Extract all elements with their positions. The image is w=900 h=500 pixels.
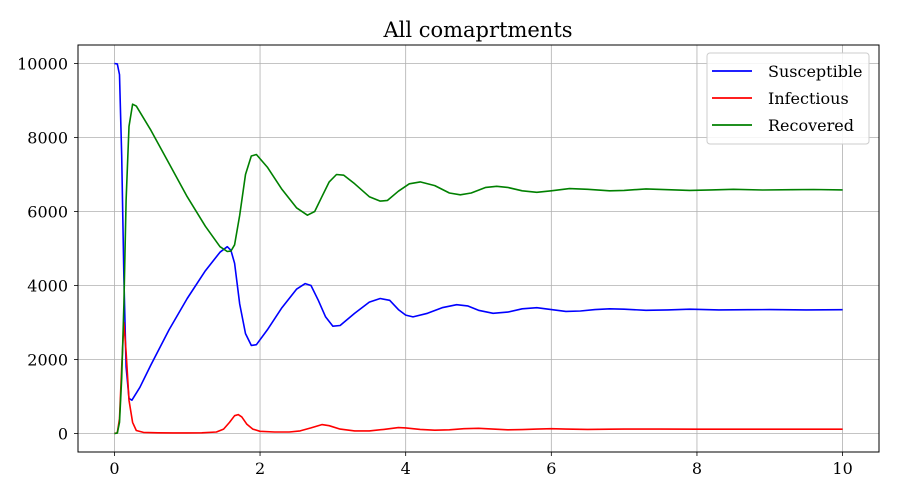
x-tick-label: 10 <box>832 459 852 478</box>
chart-title: All comaprtments <box>382 18 572 42</box>
y-tick-label: 4000 <box>27 277 68 296</box>
legend-box <box>706 52 870 145</box>
legend-label-recovered: Recovered <box>768 116 854 135</box>
x-axis: 0 2 4 6 8 10 <box>109 452 853 478</box>
x-tick-label: 8 <box>692 459 702 478</box>
series-line-recovered <box>114 103 843 435</box>
y-tick-label: 8000 <box>27 129 68 148</box>
legend-label-infectious: Infectious <box>768 89 849 108</box>
plot-area-frame <box>77 44 880 453</box>
x-tick-label: 2 <box>255 459 265 478</box>
series-layer <box>114 62 843 435</box>
series-line-infectious <box>114 321 843 435</box>
y-tick-label: 10000 <box>17 55 68 74</box>
y-tick-label: 6000 <box>27 203 68 222</box>
legend: Susceptible Infectious Recovered <box>706 52 870 145</box>
x-tick-label: 6 <box>546 459 556 478</box>
x-tick-label: 0 <box>109 459 119 478</box>
legend-label-susceptible: Susceptible <box>768 62 863 81</box>
y-axis: 0 2000 4000 6000 8000 10000 <box>17 55 78 444</box>
y-tick-label: 2000 <box>27 351 68 370</box>
series-line-susceptible <box>114 62 843 401</box>
x-tick-label: 4 <box>401 459 411 478</box>
y-tick-label: 0 <box>58 425 68 444</box>
